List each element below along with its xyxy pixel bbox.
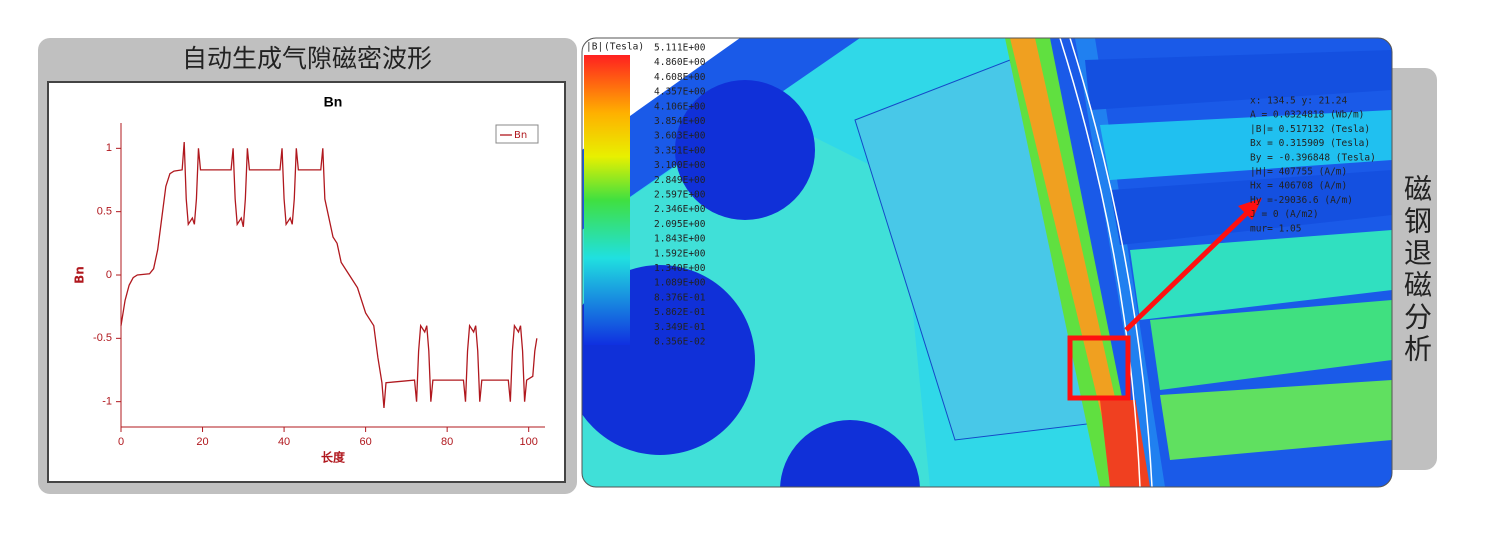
readout-line: x: 134.5 y: 21.24 bbox=[1250, 96, 1348, 107]
y-tick-label: -0.5 bbox=[93, 332, 112, 344]
fem-frame bbox=[581, 37, 1393, 488]
y-tick-label: 0.5 bbox=[97, 206, 112, 218]
readout-line: Hx = 406708 (A/m) bbox=[1250, 181, 1347, 192]
fem-symbol: |B| bbox=[586, 42, 603, 53]
colorbar-label: 8.376E-01 bbox=[654, 292, 706, 303]
legend-box bbox=[495, 124, 539, 144]
y-tick-label: 0 bbox=[106, 269, 112, 281]
colorbar-label: 1.592E+00 bbox=[654, 248, 706, 259]
colorbar-label: 3.854E+00 bbox=[654, 116, 706, 127]
colorbar-label: 5.862E-01 bbox=[654, 307, 706, 318]
readout-line: Hy =-29036.6 (A/m) bbox=[1250, 195, 1353, 206]
x-tick-label: 0 bbox=[118, 436, 124, 448]
colorbar-label: 2.597E+00 bbox=[654, 190, 706, 201]
y-axis-label: Bn bbox=[73, 266, 87, 284]
series-line bbox=[120, 141, 538, 409]
readout-line: |B|= 0.517132 (Tesla) bbox=[1250, 124, 1370, 135]
side-title: 磁钢退磁分析 bbox=[1400, 174, 1433, 366]
readout-line: A = 0.0324818 (Wb/m) bbox=[1250, 110, 1364, 121]
readout-line: J = 0 (A/m2) bbox=[1250, 209, 1319, 220]
colorbar-label: 8.356E-02 bbox=[654, 337, 705, 348]
x-tick-label: 20 bbox=[196, 436, 208, 448]
x-tick-label: 60 bbox=[359, 436, 371, 448]
colorbar-label: 4.106E+00 bbox=[654, 101, 706, 112]
colorbar-label: 2.346E+00 bbox=[654, 204, 706, 215]
colorbar-label: 4.860E+00 bbox=[654, 57, 706, 68]
colorbar-label: 2.095E+00 bbox=[654, 219, 706, 230]
colorbar-label: 3.351E+00 bbox=[654, 145, 706, 156]
x-axis-label: 长度 bbox=[321, 450, 346, 465]
colorbar-label: 3.603E+00 bbox=[654, 131, 706, 142]
chart-title: Bn bbox=[324, 94, 343, 110]
colorbar-label: 1.843E+00 bbox=[654, 234, 706, 245]
fem-unit: (Tesla) bbox=[604, 42, 644, 53]
panel-title: 自动生成气隙磁密波形 bbox=[182, 44, 432, 73]
colorbar-label: 3.349E-01 bbox=[654, 322, 706, 333]
x-tick-label: 80 bbox=[441, 436, 453, 448]
colorbar-label: 4.608E+00 bbox=[654, 72, 706, 83]
colorbar-label: 3.100E+00 bbox=[654, 160, 706, 171]
fem-image bbox=[582, 38, 1392, 487]
legend-label: Bn bbox=[514, 130, 527, 141]
y-tick-label: -1 bbox=[102, 396, 112, 408]
colorbar-label: 2.849E+00 bbox=[654, 175, 706, 186]
readout-line: Bx = 0.315909 (Tesla) bbox=[1250, 138, 1370, 149]
side-tab bbox=[1380, 68, 1437, 470]
colorbar-label: 5.111E+00 bbox=[654, 43, 706, 54]
colorbar-label: 1.340E+00 bbox=[654, 263, 706, 274]
readout-line: mur= 1.05 bbox=[1250, 223, 1301, 234]
colorbar-label: 4.357E+00 bbox=[654, 87, 706, 98]
chart-frame bbox=[47, 81, 566, 483]
x-tick-label: 40 bbox=[278, 436, 290, 448]
chart: Bn -1 -0.5 0 0.5 1 0 20 40 60 80 100 长度 Bn Bn bbox=[73, 94, 545, 465]
colorbar-label: 1.089E+00 bbox=[654, 278, 706, 289]
y-tick-label: 1 bbox=[106, 142, 112, 154]
readout-line: |H|= 407755 (A/m) bbox=[1250, 167, 1347, 178]
readout-line: By = -0.396848 (Tesla) bbox=[1250, 152, 1376, 163]
fem-labels: 5.111E+00 4.860E+00 4.608E+00 4.357E+00 4.10… bbox=[654, 43, 1376, 348]
x-tick-label: 100 bbox=[520, 436, 538, 448]
